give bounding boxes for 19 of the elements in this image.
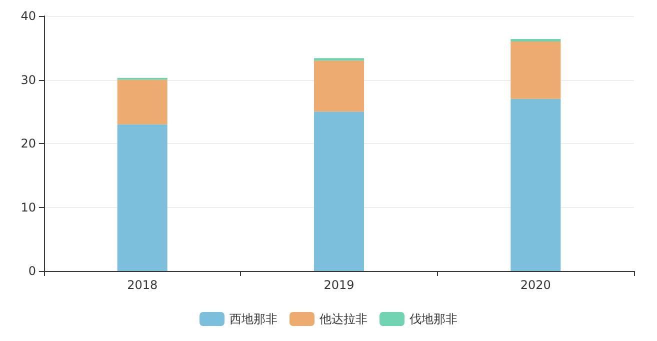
bar	[314, 60, 364, 112]
y-tick-label: 30	[20, 72, 36, 87]
bar	[510, 42, 561, 99]
x-tick-label: 2020	[520, 278, 551, 292]
x-tick-label: 2019	[324, 278, 354, 292]
y-tick-label: 20	[20, 136, 36, 150]
bar	[510, 38, 561, 42]
legend-label: 西地那非	[230, 312, 278, 326]
legend-label: 他达拉非	[320, 312, 368, 326]
bar	[117, 80, 168, 124]
y-tick-label: 40	[20, 9, 36, 23]
x-tick-label: 2018	[127, 278, 158, 292]
bar	[314, 58, 364, 61]
bar	[117, 124, 168, 271]
legend-label: 伐地那非	[410, 312, 458, 326]
bar	[510, 98, 561, 271]
y-tick-label: 10	[20, 200, 36, 214]
bar	[314, 112, 364, 271]
y-tick-label: 0	[28, 264, 36, 278]
